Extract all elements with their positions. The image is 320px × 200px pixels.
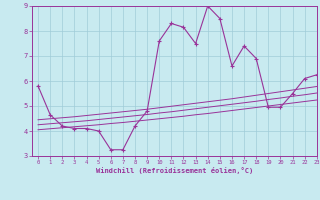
X-axis label: Windchill (Refroidissement éolien,°C): Windchill (Refroidissement éolien,°C) xyxy=(96,167,253,174)
